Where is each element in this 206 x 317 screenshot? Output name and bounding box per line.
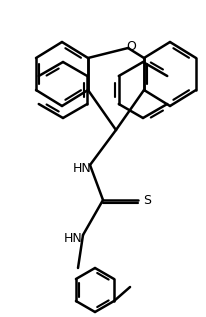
Text: HN: HN <box>63 232 82 245</box>
Text: O: O <box>125 40 135 53</box>
Text: S: S <box>142 193 150 206</box>
Text: HN: HN <box>72 163 91 176</box>
